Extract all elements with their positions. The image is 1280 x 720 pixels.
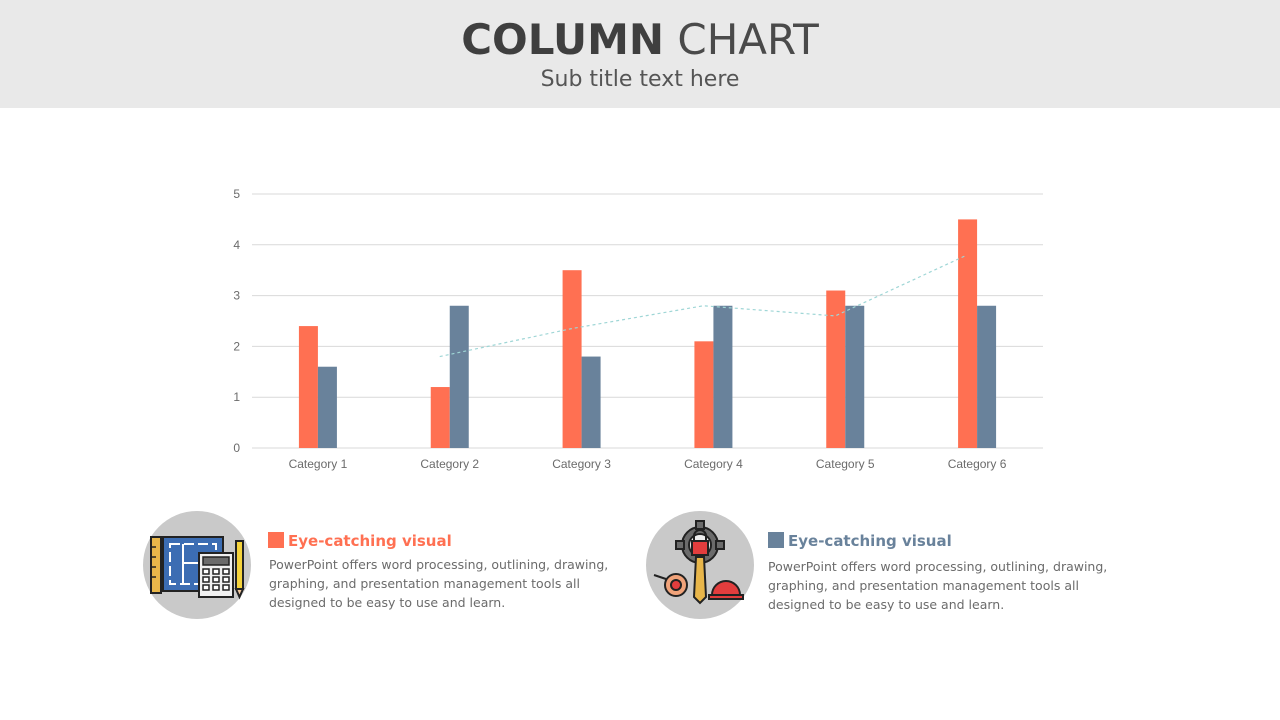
y-tick-label-3: 3 — [233, 289, 240, 303]
card-2-swatch — [768, 532, 784, 548]
card-1-text: PowerPoint offers word processing, outli… — [269, 557, 609, 610]
y-tick-label-5: 5 — [233, 187, 240, 201]
card-2-heading: Eye-catching visual — [768, 531, 952, 551]
bar-series1-cat2 — [430, 387, 450, 448]
x-tick-label-cat2: Category 2 — [420, 457, 479, 471]
header-band: COLUMN CHART Sub title text here — [0, 0, 1280, 108]
blueprint-calculator-icon — [150, 536, 245, 600]
x-tick-label-cat4: Category 4 — [684, 457, 743, 471]
bar-series1-cat1 — [298, 326, 318, 448]
y-tick-label-2: 2 — [233, 339, 240, 353]
x-tick-label-cat3: Category 3 — [552, 457, 611, 471]
bar-series2-cat4 — [713, 305, 733, 448]
bar-series1-cat6 — [958, 219, 978, 448]
card-1-heading: Eye-catching visual — [268, 531, 452, 551]
x-tick-label-cat5: Category 5 — [816, 457, 875, 471]
card-2-heading-text: Eye-catching visual — [788, 532, 952, 550]
y-tick-label-0: 0 — [233, 441, 240, 455]
y-tick-label-4: 4 — [233, 238, 240, 252]
card-2-text: PowerPoint offers word processing, outli… — [768, 559, 1108, 612]
bar-series1-cat3 — [562, 270, 582, 448]
card-2-icon-circle — [646, 511, 754, 619]
card-1-icon-circle — [143, 511, 251, 619]
title-bold: COLUMN — [461, 15, 665, 64]
x-tick-label-cat1: Category 1 — [289, 457, 348, 471]
bar-series1-cat5 — [826, 290, 846, 448]
page-title: COLUMN CHART — [0, 14, 1280, 66]
gear-tools-icon — [653, 520, 744, 605]
card-1-heading-text: Eye-catching visual — [288, 532, 452, 550]
card-1-swatch — [268, 532, 284, 548]
page-subtitle: Sub title text here — [540, 67, 740, 92]
x-tick-label-cat6: Category 6 — [948, 457, 1007, 471]
y-tick-label-1: 1 — [233, 390, 240, 404]
bar-series2-cat3 — [581, 356, 601, 448]
bar-series2-cat1 — [317, 366, 337, 448]
column-chart: 0 1 2 3 4 5 Category 1 Category 2 Category 3 Cate… — [233, 187, 1043, 471]
title-light: CHART — [677, 15, 819, 64]
bar-series2-cat6 — [977, 305, 997, 448]
bar-series2-cat2 — [449, 305, 469, 448]
bar-series2-cat5 — [845, 305, 865, 448]
bar-series1-cat4 — [694, 341, 714, 448]
